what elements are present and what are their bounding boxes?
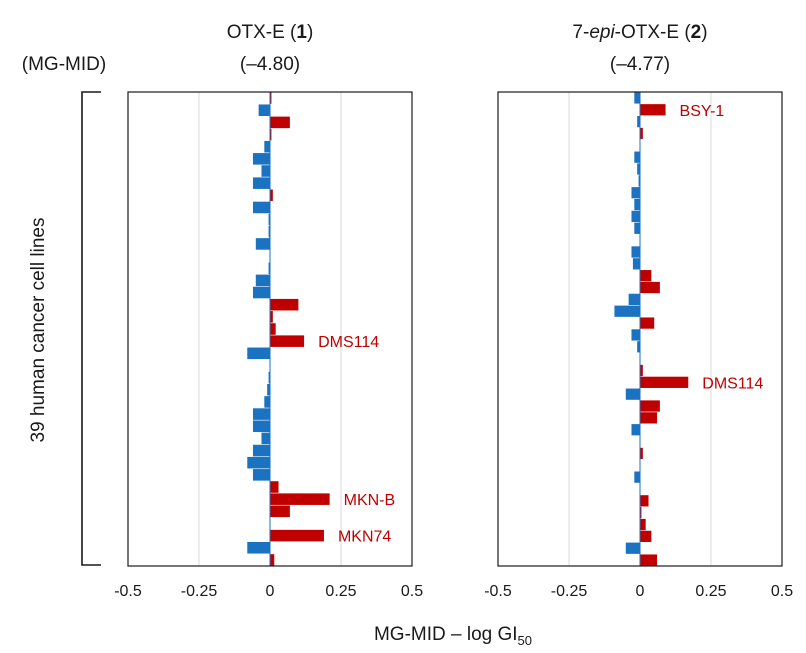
bar [270, 335, 304, 347]
panel-1-title: OTX-E (1) [227, 22, 314, 43]
bar [631, 187, 640, 198]
x-tick-label: -0.25 [181, 583, 218, 600]
x-tick-label: 0.25 [325, 583, 356, 600]
bar [253, 287, 270, 299]
bar [253, 420, 270, 432]
x-axis-label-main: MG-MID – log GI [374, 624, 518, 645]
bar [253, 445, 270, 457]
bar [253, 469, 270, 481]
bar [256, 238, 270, 250]
bar [270, 506, 290, 518]
bar [640, 270, 651, 281]
bar [270, 323, 276, 335]
x-tick-label: -0.5 [114, 583, 142, 600]
x-tick-label: 0.25 [695, 583, 726, 600]
bar [253, 408, 270, 420]
x-axis-label-subscript: 50 [518, 633, 532, 648]
bar [270, 481, 279, 493]
y-axis-label: 39 human cancer cell lines [28, 218, 49, 443]
panel-2-title-prefix: 7- [572, 22, 589, 43]
x-tick-label: 0 [266, 583, 275, 600]
bar [270, 554, 274, 566]
x-tick-label: 0.5 [771, 583, 793, 600]
bar [253, 177, 270, 189]
panel-1-bars [247, 92, 329, 565]
bar [633, 258, 640, 269]
x-tick-label: -0.25 [551, 583, 588, 600]
panel-2-title-suffix: ) [701, 22, 707, 43]
bar [253, 202, 270, 214]
mg-mid-label: (MG-MID) [22, 54, 106, 75]
bar [626, 543, 640, 554]
bar [270, 493, 330, 505]
bar [640, 412, 657, 423]
panel-1-title-suffix: ) [307, 22, 313, 43]
bar [640, 531, 651, 542]
bar [640, 104, 666, 115]
bar [270, 530, 324, 542]
panel-1-x-ticks: -0.5 -0.25 0 0.25 0.5 [114, 583, 423, 600]
bar [634, 223, 640, 234]
bar [626, 389, 640, 400]
x-tick-label: 0 [636, 583, 645, 600]
bar-annotation: BSY-1 [680, 103, 725, 120]
panel-2-bars [614, 92, 688, 565]
panel-2-title-mid: -OTX-E ( [615, 22, 692, 43]
panel-1-annotations: DMS114 MKN-B MKN74 [318, 334, 395, 545]
bar [631, 246, 640, 257]
panel-1-title-bold: 1 [296, 22, 307, 43]
panel-2-annotations: BSY-1 DMS114 [680, 103, 764, 393]
bar [640, 282, 660, 293]
bar [247, 348, 270, 360]
bar [640, 519, 646, 530]
x-tick-label: 0.5 [401, 583, 423, 600]
bar [614, 306, 640, 317]
bar [264, 141, 270, 153]
bar [259, 104, 270, 116]
bar-annotation: MKN-B [344, 492, 396, 509]
bar [634, 471, 640, 482]
bar [640, 400, 660, 411]
panel-1-title-prefix: OTX-E ( [227, 22, 297, 43]
bar [631, 424, 640, 435]
bar [629, 294, 640, 305]
bar [634, 199, 640, 210]
bar [264, 396, 270, 408]
bar [247, 457, 270, 469]
bar [640, 554, 657, 565]
x-axis-label: MG-MID – log GI50 [374, 624, 532, 648]
bar [253, 153, 270, 165]
x-tick-label: -0.5 [484, 583, 512, 600]
panel-7-epi-otx-e: 7-epi-OTX-E (2) (–4.77) BSY-1 DMS114 -0.5… [484, 22, 793, 600]
bar [256, 275, 270, 287]
bar [640, 377, 688, 388]
bar [261, 433, 270, 445]
bar [634, 152, 640, 163]
bar [261, 165, 270, 177]
bar [631, 211, 640, 222]
bar-annotation: DMS114 [318, 334, 379, 351]
bar-annotation: MKN74 [338, 529, 391, 546]
panel-2-title-bold: 2 [691, 22, 702, 43]
bar [640, 495, 649, 506]
bar [270, 299, 298, 311]
bar-annotation: DMS114 [702, 375, 763, 392]
bar [640, 317, 654, 328]
panel-2-subtitle: (–4.77) [610, 54, 670, 75]
bar [631, 329, 640, 340]
panel-2-x-ticks: -0.5 -0.25 0 0.25 0.5 [484, 583, 793, 600]
bar [270, 117, 290, 129]
bar [247, 542, 270, 554]
panel-2-title-italic: epi [589, 22, 615, 43]
bar [634, 92, 640, 103]
cell-lines-bracket [82, 92, 101, 565]
panel-2-title: 7-epi-OTX-E (2) [572, 22, 707, 43]
panel-1-subtitle: (–4.80) [240, 54, 300, 75]
